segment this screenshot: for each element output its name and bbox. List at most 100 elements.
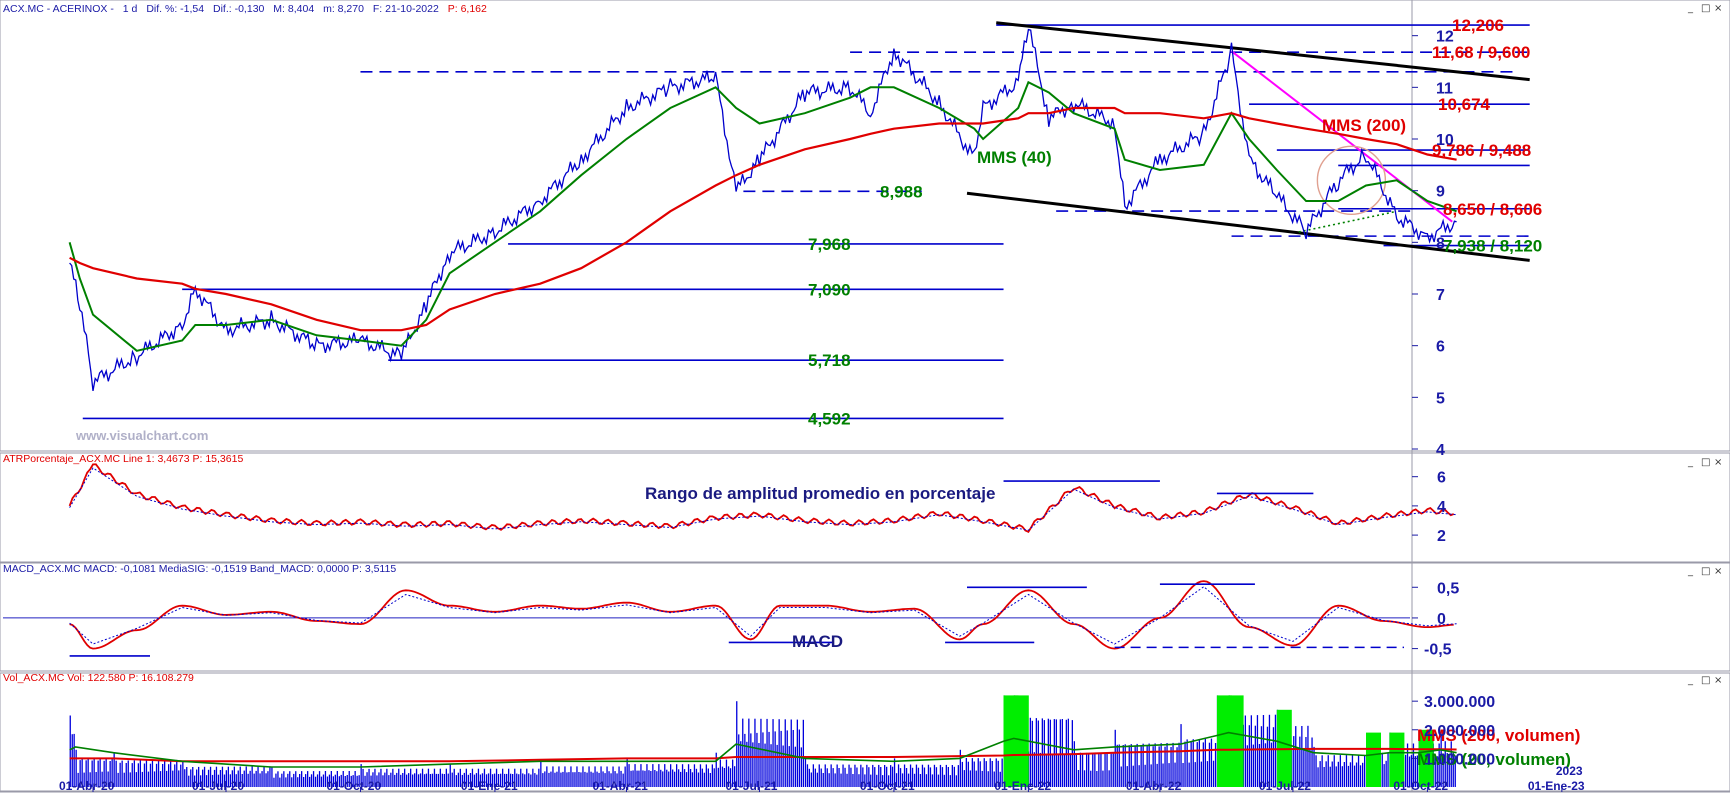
volume-bar <box>981 770 983 787</box>
window-button[interactable]: × <box>1714 3 1722 14</box>
volume-bar <box>297 777 299 787</box>
volume-bar <box>780 730 782 787</box>
volume-bar <box>937 774 940 787</box>
window-button[interactable]: _ <box>1687 3 1694 14</box>
volume-bar <box>715 752 717 787</box>
volume-bar <box>83 772 85 787</box>
x-year-label: 2023 <box>1556 764 1583 778</box>
volume-bar <box>125 763 127 787</box>
volume-bar <box>810 772 812 787</box>
volume-bar <box>660 769 662 787</box>
volume-bar <box>562 771 564 787</box>
volume-bar <box>491 774 494 787</box>
volume-bar <box>1212 760 1215 787</box>
volume-bar <box>356 775 358 787</box>
volume-bar-highlight <box>1389 732 1405 787</box>
level-label: 4,592 <box>808 409 851 428</box>
volume-bar <box>868 767 870 787</box>
volume-bar <box>376 775 378 787</box>
volume-bar <box>263 766 265 787</box>
volume-bar <box>190 769 192 787</box>
support-dotted-line <box>1298 210 1397 233</box>
volume-bar <box>893 758 896 787</box>
header-dif: Dif.: -0,130 <box>213 3 265 15</box>
volume-bar <box>703 772 705 787</box>
volume-bar <box>164 760 166 787</box>
volume-bar <box>1254 725 1256 787</box>
volume-bar <box>1299 736 1301 787</box>
window-button[interactable]: □ <box>1701 566 1710 577</box>
volume-bar <box>1244 715 1246 787</box>
volume-bar <box>1381 752 1383 787</box>
level-label: 8,650 / 8,606 <box>1443 200 1542 219</box>
header-dif-pct: Dif. %: -1,54 <box>146 3 204 15</box>
volume-bar <box>701 768 703 787</box>
volume-bar <box>858 774 860 787</box>
volume-bar <box>247 773 249 787</box>
volume-bar <box>194 775 196 787</box>
volume-bar <box>678 769 680 787</box>
window-button[interactable]: _ <box>1687 675 1694 686</box>
volume-bar <box>219 770 222 787</box>
volume-bar <box>1208 742 1211 787</box>
volume-bar <box>558 766 560 787</box>
window-button[interactable]: _ <box>1687 457 1694 468</box>
volume-bar <box>273 777 275 787</box>
window-button[interactable]: × <box>1714 566 1722 577</box>
volume-bar <box>1331 761 1333 787</box>
volume-bar <box>693 764 696 787</box>
x-tick-label: 01-Ene-21 <box>461 779 518 793</box>
volume-bar <box>249 770 251 787</box>
volume-bar <box>915 764 918 787</box>
volume-bar <box>1252 744 1254 787</box>
volume-bar <box>378 772 380 787</box>
volume-bar <box>1138 765 1140 787</box>
window-button[interactable]: × <box>1714 457 1722 468</box>
volume-bar <box>309 776 311 787</box>
volume-bar <box>1444 741 1446 787</box>
x-tick-label: 01-Oct-20 <box>326 779 381 793</box>
window-button[interactable]: × <box>1714 675 1722 686</box>
volume-bar <box>1454 755 1456 787</box>
window-button[interactable]: □ <box>1701 675 1710 686</box>
volume-bar <box>1343 762 1345 787</box>
volume-bar <box>1260 726 1263 787</box>
volume-bar <box>794 746 796 787</box>
volume-bar <box>578 772 580 787</box>
window-button[interactable]: □ <box>1701 457 1710 468</box>
volume-bar <box>95 772 97 787</box>
window-button[interactable]: _ <box>1687 566 1694 577</box>
volume-bar <box>425 773 428 787</box>
volume-bar <box>277 771 279 787</box>
volume-bar <box>516 773 518 787</box>
volume-bar <box>592 772 594 787</box>
volume-bar <box>1146 745 1148 787</box>
volume-bar <box>287 773 289 787</box>
volume-bar <box>836 764 838 787</box>
volume-bar <box>762 732 764 787</box>
volume-bar <box>1442 754 1444 787</box>
volume-bar <box>384 772 386 787</box>
volume-bar <box>330 771 332 787</box>
volume-bar <box>243 770 245 787</box>
volume-bar <box>713 768 715 787</box>
volume-bar <box>1329 766 1331 787</box>
volume-bar <box>983 758 985 787</box>
window-button[interactable]: □ <box>1701 3 1710 14</box>
volume-bar <box>734 766 736 787</box>
volume-bar <box>475 773 478 787</box>
volume-bar <box>955 775 957 787</box>
volume-bar <box>1001 758 1003 787</box>
volume-bar <box>556 771 558 787</box>
volume-bar <box>866 764 868 787</box>
volume-bar <box>530 774 532 787</box>
vol-sma20-annotation: MMS (20, volumen) <box>1417 750 1571 769</box>
volume-bar <box>588 766 590 787</box>
price-header: ACX.MC - ACERINOX - 1 d Dif. %: -1,54 Di… <box>3 3 487 15</box>
volume-bar <box>400 774 402 787</box>
volume-bar <box>600 766 602 787</box>
level-label: 12,206 <box>1452 16 1504 35</box>
volume-bar <box>890 765 892 787</box>
volume-bar <box>1383 764 1385 787</box>
